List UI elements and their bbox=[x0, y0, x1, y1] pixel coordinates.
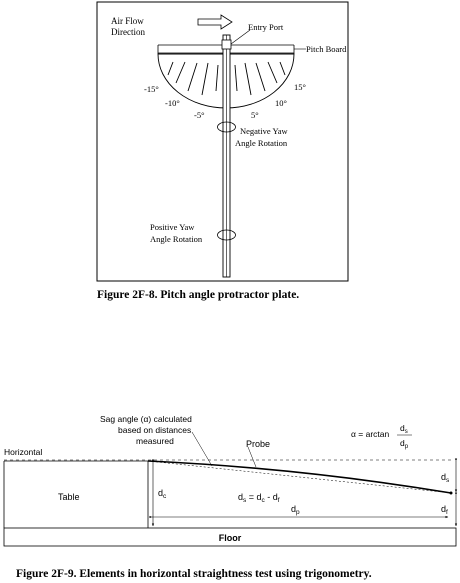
entry-port-marker bbox=[221, 39, 232, 50]
negative-yaw-rotation-icon bbox=[217, 121, 236, 133]
negative-yaw-label: Negative Yaw bbox=[240, 126, 289, 136]
positive-yaw-label: Positive Yaw bbox=[150, 222, 195, 232]
sag-angle-label-line3: measured bbox=[136, 436, 174, 446]
figure-caption-2f9: Figure 2F-9. Elements in horizontal stra… bbox=[16, 568, 372, 580]
angle-label-neg5: -5° bbox=[194, 110, 204, 120]
floor-block bbox=[3, 527, 457, 547]
probe-line bbox=[147, 460, 452, 494]
airflow-arrow-icon bbox=[197, 14, 233, 30]
angle-label-15: 15° bbox=[294, 82, 306, 92]
angle-label-5: 5° bbox=[251, 110, 259, 120]
sag-angle-label-line2: based on distances bbox=[118, 425, 191, 435]
negative-yaw-label-line2: Angle Rotation bbox=[235, 138, 288, 148]
angle-label-neg10: -10° bbox=[165, 98, 180, 108]
sag-angle-formula: α = arctan ds dp bbox=[351, 423, 412, 450]
pitch-protractor-figure: Air Flow Direction Entry Port Pitch Boar… bbox=[96, 1, 349, 301]
positive-yaw-label-line2: Angle Rotation bbox=[150, 234, 203, 244]
ds-right-label: ds bbox=[441, 472, 450, 484]
dp-label: dp bbox=[291, 504, 300, 516]
formula-numerator: ds bbox=[400, 423, 408, 435]
entry-port-label: Entry Port bbox=[248, 22, 284, 32]
probe-label: Probe bbox=[246, 439, 270, 449]
protractor-ticks bbox=[167, 61, 286, 96]
dc-label: dc bbox=[158, 488, 167, 500]
ds-equation-label: ds = dc - df bbox=[238, 492, 280, 504]
table-label: Table bbox=[58, 492, 80, 502]
formula-lhs: α = arctan bbox=[351, 429, 389, 439]
sag-angle-label: Sag angle (α) calculated bbox=[100, 414, 192, 424]
sag-chord-line bbox=[147, 460, 452, 494]
horizontal-label: Horizontal bbox=[4, 447, 42, 457]
straightness-test-figure: Sag angle (α) calculated based on distan… bbox=[3, 414, 458, 580]
formula-denominator: dp bbox=[400, 438, 409, 450]
figure-frame bbox=[96, 1, 349, 282]
df-right-label: df bbox=[441, 504, 448, 516]
floor-label: Floor bbox=[219, 533, 242, 543]
pitch-board-label: Pitch Board bbox=[306, 44, 347, 54]
figure-caption-2f8: Figure 2F-8. Pitch angle protractor plat… bbox=[97, 289, 299, 301]
airflow-label-line2: Direction bbox=[111, 27, 145, 37]
airflow-label: Air Flow bbox=[111, 16, 144, 26]
angle-label-10: 10° bbox=[275, 98, 287, 108]
angle-label-neg15: -15° bbox=[144, 84, 159, 94]
positive-yaw-rotation-icon bbox=[217, 229, 236, 241]
